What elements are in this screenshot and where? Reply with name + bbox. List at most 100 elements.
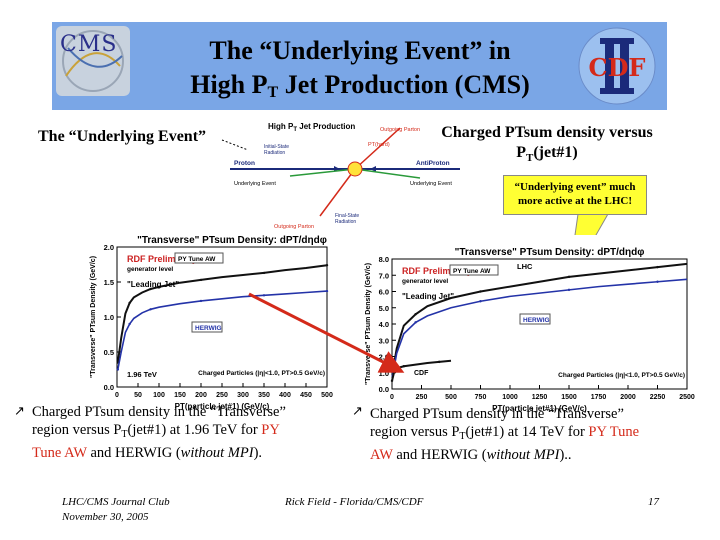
series-line-herwig (117, 290, 328, 370)
herwig-label: HERWIG (195, 325, 222, 332)
data-point (479, 290, 482, 293)
energy-label: 1.96 TeV (127, 370, 157, 379)
outgoing-parton-bottom-line (319, 168, 356, 217)
diagram-underlying-left: Underlying Event (234, 181, 276, 187)
x-tick-label: 100 (153, 392, 165, 399)
x-tick-label: 1750 (591, 394, 607, 401)
data-point (656, 265, 659, 269)
plot-right-svg: 0.01.02.03.04.05.06.07.08.00 250 500 750 100… (365, 247, 695, 413)
generator-level: generator level (127, 266, 173, 273)
outgoing-parton-top-line (354, 127, 401, 170)
y-tick-label: 7.0 (379, 271, 389, 280)
footer-center: Rick Field - Florida/CMS/CDF (285, 496, 424, 508)
rdf-preliminary: RDF Preliminary (127, 254, 197, 264)
data-point (128, 322, 131, 326)
data-point (390, 379, 394, 383)
leading-jet-label: "Leading Jet" (402, 292, 454, 301)
data-point (479, 300, 482, 303)
x-tick-label: 250 (216, 392, 228, 399)
bullet-right: Charged PTsum density in the “Transverse… (370, 406, 640, 463)
x-tick-label: 200 (195, 392, 207, 399)
lhc-label: LHC (517, 262, 533, 271)
x-tick-label: 350 (258, 392, 270, 399)
diagram-radiation: Radiation (264, 150, 285, 156)
title-banner (52, 22, 667, 110)
series-line-herwig (391, 278, 688, 377)
chart-title: "Transverse" PTsum Density: dPT/dηdφ (137, 235, 327, 246)
diagram-outgoing-top: Outgoing Parton (380, 127, 420, 133)
data-point (325, 289, 329, 293)
cdf-label: CDF (414, 370, 429, 377)
x-tick-label: 250 (416, 394, 428, 401)
y-tick-label: 2.0 (104, 243, 114, 252)
cuts-label: Charged Particles (|η|<1.0, PT>0.5 GeV/c… (558, 372, 685, 379)
herwig-box (191, 321, 223, 333)
y-tick-label: 5.0 (379, 304, 389, 313)
x-axis-label: PT(particle jet#1) (GeV/c) (175, 402, 270, 411)
y-axis-label: "Transverse" PTsum Density (GeV/c) (365, 263, 372, 385)
x-tick-label: 2250 (650, 394, 666, 401)
x-tick-label: 0 (115, 392, 119, 399)
x-tick-label: 500 (445, 394, 457, 401)
leading-jet-label: "Leading Jet" (127, 280, 179, 289)
x-tick-label: 150 (174, 392, 186, 399)
charged-ptsum-label: Charged PTsum density versus PT(jet#1) (441, 124, 653, 164)
rdf-preliminary: RDF Preliminary (402, 266, 472, 276)
data-point (262, 271, 266, 275)
connector-dashes (221, 139, 249, 151)
cms-logo (56, 26, 130, 96)
diagram-initial-state: Initial-State (264, 144, 289, 150)
red-arrow (248, 292, 405, 373)
data-point (567, 275, 571, 279)
footer-left-line2: November 30, 2005 (62, 511, 149, 523)
x-tick-label: 0 (390, 394, 394, 401)
y-axis-label: "Transverse" PTsum Density (GeV/c) (90, 256, 97, 378)
cdf-logo-text: CDF (589, 53, 646, 82)
data-point (567, 288, 571, 292)
tune-label: PY Tune AW (178, 256, 216, 263)
cms-logo-text: CMS (60, 32, 118, 57)
x-tick-label: 2000 (620, 394, 636, 401)
footer-left-line1: LHC/CMS Journal Club (62, 496, 170, 508)
x-tick-label: 2500 (679, 394, 695, 401)
x-tick-label: 1250 (532, 394, 548, 401)
data-point (656, 280, 659, 283)
y-tick-label: 6.0 (379, 288, 389, 297)
data-point (414, 313, 417, 316)
x-tick-label: 1500 (561, 394, 577, 401)
data-point (149, 287, 152, 291)
collision-point (347, 161, 363, 177)
y-tick-label: 8.0 (379, 255, 389, 264)
data-point (128, 301, 131, 305)
data-point (325, 264, 329, 267)
callout-box: “Underlying event” much more active at t… (503, 175, 647, 215)
y-tick-label: 0.5 (104, 348, 114, 357)
diagram-final-state: Final-State (335, 213, 359, 219)
page-title-line2: High PT Jet Production (CMS) (190, 70, 530, 101)
cdf-logo: CDF (572, 24, 662, 108)
data-point (199, 278, 203, 282)
y-tick-label: 0.0 (379, 385, 389, 394)
x-tick-label: 500 (321, 392, 333, 399)
chart-title: "Transverse" PTsum Density: dPT/dηdφ (455, 247, 645, 258)
diagram-pt-hard: PT(hard) (368, 142, 390, 148)
diagram-title: High PT Jet Production (268, 122, 355, 133)
x-tick-label: 50 (134, 392, 142, 399)
underlying-line-left (289, 168, 356, 177)
antiproton-arrow (370, 166, 376, 172)
tune-box (449, 264, 499, 276)
data-point (262, 294, 266, 297)
herwig-box (519, 313, 551, 325)
diagram-radiation2: Radiation (335, 219, 356, 225)
tune-label: PY Tune AW (453, 268, 491, 275)
x-tick-label: 300 (237, 392, 249, 399)
data-point (414, 321, 417, 324)
data-point (438, 360, 441, 364)
diagram-outgoing-bottom: Outgoing Parton (274, 224, 314, 230)
y-tick-label: 3.0 (379, 336, 389, 345)
bullet-left: Charged PTsum density in the “Transverse… (32, 404, 286, 461)
x-axis-label: PT(particle jet#1) (GeV/c) (492, 404, 587, 413)
x-tick-label: 450 (300, 392, 312, 399)
x-tick-label: 750 (475, 394, 487, 401)
y-tick-label: 1.5 (104, 278, 114, 287)
